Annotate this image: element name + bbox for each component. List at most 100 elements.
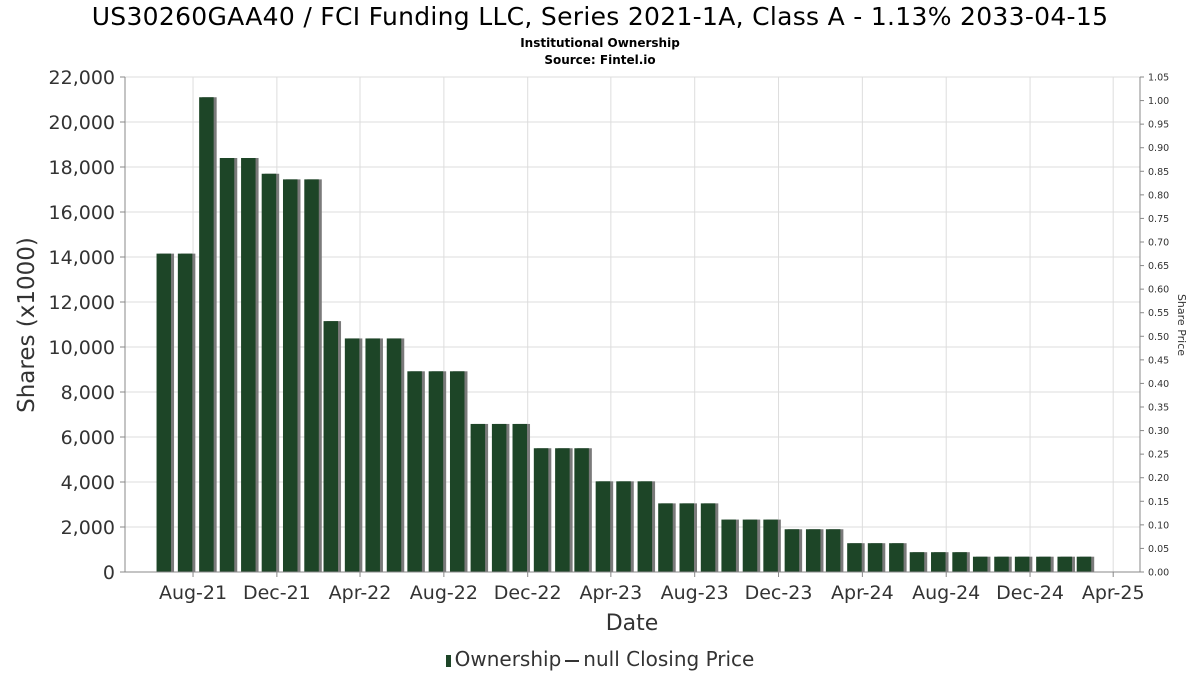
- y2-tick-label: 1.00: [1148, 96, 1169, 107]
- y-tick-label: 0: [103, 562, 115, 584]
- y-tick-label: 22,000: [49, 67, 115, 89]
- x-tick-label: Aug-22: [410, 582, 478, 604]
- bar: [994, 556, 1009, 572]
- bar: [344, 338, 360, 572]
- y2-tick-label: 0.25: [1148, 450, 1169, 461]
- y-tick-label: 20,000: [49, 112, 115, 134]
- y-tick-label: 2,000: [61, 517, 115, 539]
- bar: [555, 448, 570, 572]
- y2-tick-label: 1.05: [1148, 73, 1169, 84]
- bar: [156, 253, 172, 572]
- legend: Ownership null Closing Price: [0, 647, 1200, 671]
- bar: [909, 552, 925, 572]
- bar: [679, 503, 695, 572]
- y2-tick-label: 0.10: [1148, 520, 1169, 531]
- y2-tick-label: 0.00: [1148, 568, 1169, 579]
- bar: [1057, 556, 1072, 572]
- y2-tick-label: 0.55: [1148, 308, 1169, 319]
- bar: [512, 423, 528, 572]
- x-tick-label: Dec-23: [745, 582, 813, 604]
- bar: [574, 448, 589, 572]
- x-tick-label: Aug-21: [159, 582, 227, 604]
- legend-ownership-swatch: [445, 654, 451, 667]
- bar: [407, 371, 422, 572]
- bar: [533, 448, 549, 572]
- legend-price-line-icon: [565, 659, 580, 662]
- y2-tick-label: 0.30: [1148, 426, 1169, 437]
- bar: [428, 371, 444, 572]
- bar: [805, 529, 821, 572]
- bar: [847, 543, 862, 572]
- x-tick-label: Apr-22: [329, 582, 392, 604]
- y2-tick-label: 0.35: [1148, 403, 1169, 414]
- y-axis-title: Shares (x1000): [14, 237, 40, 413]
- y-tick-label: 8,000: [61, 382, 115, 404]
- bar: [241, 158, 256, 572]
- bar: [449, 371, 465, 572]
- y-tick-label: 4,000: [61, 472, 115, 494]
- bar: [889, 543, 904, 572]
- bar: [972, 556, 988, 572]
- chart-source: Source: Fintel.io: [544, 53, 656, 67]
- x-tick-label: Apr-24: [831, 582, 894, 604]
- x-tick-label: Aug-24: [912, 582, 980, 604]
- y2-tick-label: 0.60: [1148, 285, 1169, 296]
- y2-tick-label: 0.05: [1148, 544, 1169, 555]
- x-tick-label: Dec-22: [494, 582, 562, 604]
- bar: [700, 503, 716, 572]
- y-tick-label: 6,000: [61, 427, 115, 449]
- y2-tick-label: 0.15: [1148, 497, 1169, 508]
- bar: [219, 158, 235, 572]
- bar: [952, 552, 967, 572]
- y-tick-label: 16,000: [49, 202, 115, 224]
- bar: [658, 503, 673, 572]
- y-tick-label: 10,000: [49, 337, 115, 359]
- bar: [365, 338, 380, 572]
- chart-title: US30260GAA40 / FCI Funding LLC, Series 2…: [91, 2, 1109, 31]
- bar: [386, 338, 402, 572]
- x-tick-label: Dec-21: [243, 582, 311, 604]
- bar: [1014, 556, 1030, 572]
- bars: [156, 97, 1095, 572]
- y2-tick-label: 0.90: [1148, 143, 1169, 154]
- bar: [784, 529, 800, 572]
- bar: [931, 552, 946, 572]
- y2-tick-label: 0.75: [1148, 214, 1169, 225]
- y2-tick-label: 0.65: [1148, 261, 1169, 272]
- y2-tick-label: 0.80: [1148, 190, 1169, 201]
- legend-ownership-label: Ownership: [454, 647, 562, 671]
- bar: [177, 253, 193, 572]
- chart-subtitle: Institutional Ownership: [520, 36, 680, 50]
- y2-tick-label: 0.45: [1148, 355, 1169, 366]
- x-tick-label: Apr-25: [1082, 582, 1145, 604]
- x-tick-label: Aug-23: [661, 582, 729, 604]
- bar: [595, 481, 611, 572]
- bar: [199, 97, 214, 572]
- y2-tick-label: 0.20: [1148, 473, 1169, 484]
- y-tick-label: 12,000: [49, 292, 115, 314]
- bar: [491, 423, 507, 572]
- y2-tick-label: 0.85: [1148, 167, 1169, 178]
- x-tick-label: Dec-24: [996, 582, 1064, 604]
- y2-tick-label: 0.40: [1148, 379, 1169, 390]
- bar: [470, 423, 486, 572]
- bar: [1036, 556, 1051, 572]
- bar: [323, 321, 339, 572]
- bar: [261, 173, 277, 572]
- bar: [1076, 556, 1092, 572]
- labels: 0 2,000 4,000 6,000 8,000 10,000 12,000 14,000 1…: [14, 67, 1188, 636]
- bar: [742, 519, 758, 572]
- y2-tick-label: 0.95: [1148, 120, 1169, 131]
- x-tick-label: Apr-23: [580, 582, 643, 604]
- y-tick-label: 14,000: [49, 247, 115, 269]
- bar: [616, 481, 631, 572]
- y2-tick-label: 0.50: [1148, 332, 1169, 343]
- legend-price-label: null Closing Price: [583, 647, 755, 671]
- bar: [637, 481, 653, 572]
- bar: [304, 179, 319, 572]
- y2-tick-label: 0.70: [1148, 238, 1169, 249]
- y2-axis-title: Share Price: [1175, 294, 1188, 356]
- bar: [825, 529, 841, 572]
